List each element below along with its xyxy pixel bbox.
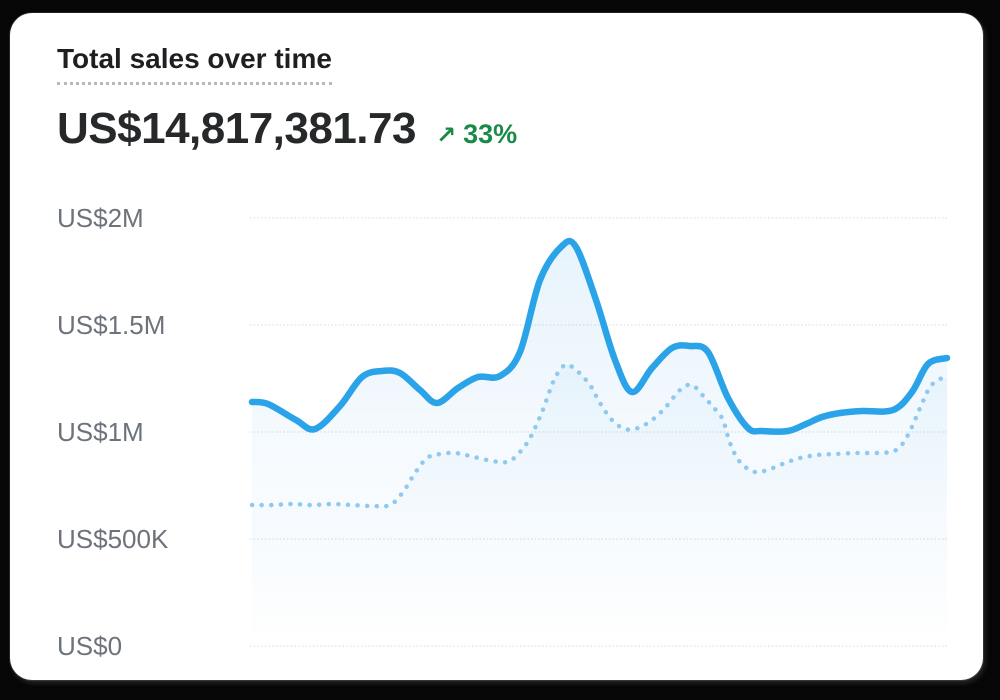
total-sales-value: US$14,817,381.73 <box>57 104 416 153</box>
y-axis-label-500k: US$500K <box>57 524 169 554</box>
metric-row: US$14,817,381.73 ↗ 33% <box>57 103 517 155</box>
y-axis-label-1-5m: US$1.5M <box>57 310 166 340</box>
change-badge: ↗ 33% <box>436 119 517 151</box>
sales-line-chart[interactable] <box>10 13 983 680</box>
y-axis-label-2m: US$2M <box>57 203 144 233</box>
change-percent: 33% <box>463 119 518 149</box>
analytics-card: Total sales over time US$14,817,381.73 ↗… <box>10 13 983 680</box>
chart-title[interactable]: Total sales over time <box>57 44 332 85</box>
y-axis-label-1m: US$1M <box>57 417 144 447</box>
trend-up-icon: ↗ <box>435 122 457 149</box>
y-axis-label-0: US$0 <box>57 631 123 661</box>
